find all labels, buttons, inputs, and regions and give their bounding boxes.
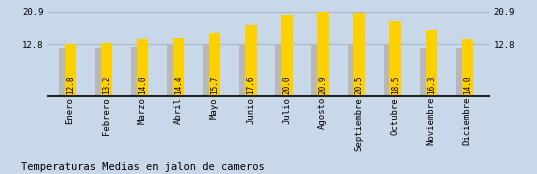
- Bar: [245, 25, 257, 96]
- Bar: [353, 13, 365, 96]
- Text: 20.0: 20.0: [282, 76, 292, 94]
- Bar: [347, 44, 358, 96]
- Bar: [317, 12, 329, 96]
- Bar: [456, 48, 466, 96]
- Text: Temperaturas Medias en jalon de cameros: Temperaturas Medias en jalon de cameros: [21, 162, 265, 172]
- Text: 20.9: 20.9: [318, 76, 328, 94]
- Bar: [425, 30, 437, 96]
- Text: 14.0: 14.0: [138, 76, 147, 94]
- Text: 13.2: 13.2: [102, 76, 111, 94]
- Text: 20.5: 20.5: [354, 76, 364, 94]
- Bar: [167, 45, 177, 96]
- Bar: [95, 48, 105, 96]
- Text: 15.7: 15.7: [210, 76, 219, 94]
- Text: 17.6: 17.6: [246, 76, 255, 94]
- Bar: [462, 39, 473, 96]
- Text: 14.0: 14.0: [463, 76, 472, 94]
- Text: 16.3: 16.3: [427, 76, 436, 94]
- Bar: [64, 44, 76, 96]
- Bar: [281, 15, 293, 96]
- Bar: [389, 21, 401, 96]
- Bar: [59, 48, 69, 96]
- Text: 14.4: 14.4: [174, 76, 183, 94]
- Bar: [420, 48, 430, 96]
- Bar: [209, 33, 221, 96]
- Bar: [100, 43, 112, 96]
- Bar: [137, 39, 148, 96]
- Text: 12.8: 12.8: [66, 76, 75, 94]
- Bar: [203, 45, 213, 96]
- Bar: [173, 38, 184, 96]
- Bar: [383, 44, 394, 96]
- Bar: [240, 44, 249, 96]
- Text: 18.5: 18.5: [391, 76, 400, 94]
- Bar: [275, 44, 286, 96]
- Bar: [311, 44, 322, 96]
- Bar: [131, 47, 141, 96]
